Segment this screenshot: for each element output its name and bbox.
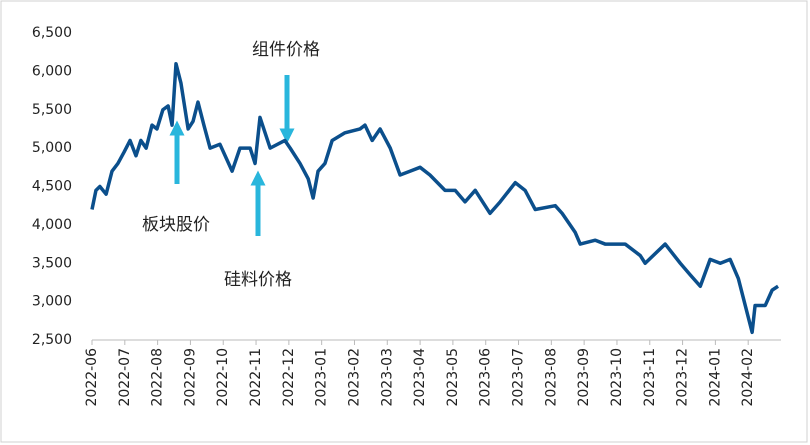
line xyxy=(90,61,780,335)
x-tick-label: 2023-08 xyxy=(543,348,559,407)
x-tick-label: 2022-09 xyxy=(182,348,198,407)
x-tick-label: 2022-08 xyxy=(150,348,166,407)
x-tick-label: 2023-01 xyxy=(314,348,330,407)
x-tick-label: 2022-06 xyxy=(84,348,100,407)
y-tick-label: 3,000 xyxy=(32,294,72,310)
x-tick-label: 2023-09 xyxy=(576,348,592,407)
annotation: 硅料价格 xyxy=(224,270,292,290)
y-tick-label: 6,000 xyxy=(32,63,72,79)
x-tick-label: 2023-04 xyxy=(412,348,428,407)
x-tick-label: 2024-02 xyxy=(740,348,756,407)
x-tick-label: 2023-10 xyxy=(609,348,625,407)
x-tick-label: 2023-07 xyxy=(511,348,527,407)
x-tick-label: 2023-12 xyxy=(675,348,691,407)
y-tick-label: 4,000 xyxy=(32,217,72,233)
x-tick-label: 2023-05 xyxy=(445,348,461,407)
x-tick-label: 2023-11 xyxy=(642,348,658,407)
y-tick-label: 5,500 xyxy=(32,102,72,118)
y-tick-label: 4,500 xyxy=(32,179,72,195)
annotation: 板块股价 xyxy=(142,215,210,235)
x-tick-label: 2024-01 xyxy=(707,348,723,407)
annotation: 组件价格 xyxy=(252,40,320,60)
x-tick-label: 2023-03 xyxy=(379,348,395,407)
x-tick-label: 2023-06 xyxy=(478,348,494,407)
x-tick-label: 2022-11 xyxy=(248,348,264,407)
y-tick-label: 6,500 xyxy=(32,25,72,41)
x-tick-label: 2022-12 xyxy=(281,348,297,407)
x-tick-label: 2023-02 xyxy=(346,348,362,407)
y-tick-label: 2,500 xyxy=(32,332,72,348)
x-tick-label: 2022-07 xyxy=(117,348,133,407)
y-tick-label: 3,500 xyxy=(32,255,72,271)
x-tick-label: 2022-10 xyxy=(215,348,231,407)
y-tick-label: 5,000 xyxy=(32,140,72,156)
